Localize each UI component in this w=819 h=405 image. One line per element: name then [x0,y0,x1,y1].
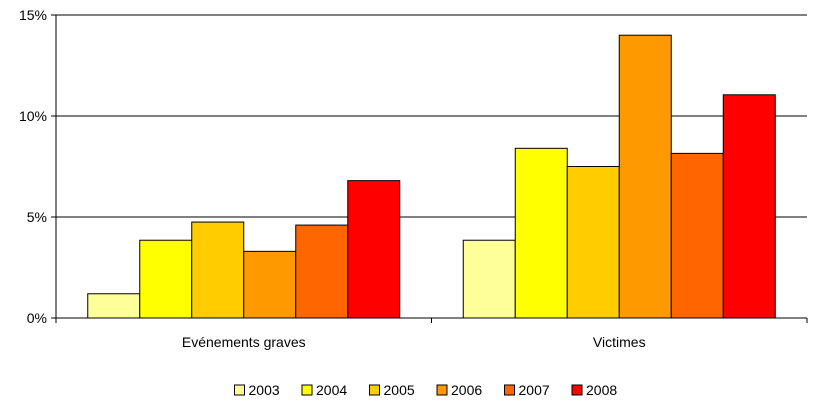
bar-2004-0 [139,239,193,319]
bar-2008-1 [722,94,776,319]
bar-2005-0 [191,221,245,319]
legend-label: 2004 [316,382,347,398]
legend-swatch-2005 [369,384,380,396]
legend-label: 2008 [586,382,617,398]
legend-label: 2003 [249,382,280,398]
bar-2007-1 [670,152,724,319]
y-tick-label: 0% [27,310,47,326]
bar-2003-0 [87,293,141,319]
legend-swatch-2004 [301,384,313,396]
legend-swatch-2006 [436,384,448,396]
bar-2004-1 [514,147,568,319]
legend-label: 2006 [451,382,482,398]
y-tick-label: 15% [19,7,47,23]
bar-2007-0 [295,224,349,319]
bar-2005-1 [566,166,620,319]
y-tick-label: 10% [19,108,47,124]
bar-2008-0 [347,180,401,319]
bar-2006-1 [618,34,672,319]
legend-label: 2007 [519,382,550,398]
legend-swatch-2007 [504,384,515,396]
y-tick-label: 5% [27,209,47,225]
legend-label: 2005 [384,382,415,398]
bar-2003-1 [462,239,516,319]
x-category-label: Evénements graves [182,334,306,350]
legend-swatch-2003 [234,384,245,396]
bar-2006-0 [243,250,297,319]
x-category-label: Victimes [593,334,646,350]
legend-swatch-2008 [571,384,583,396]
